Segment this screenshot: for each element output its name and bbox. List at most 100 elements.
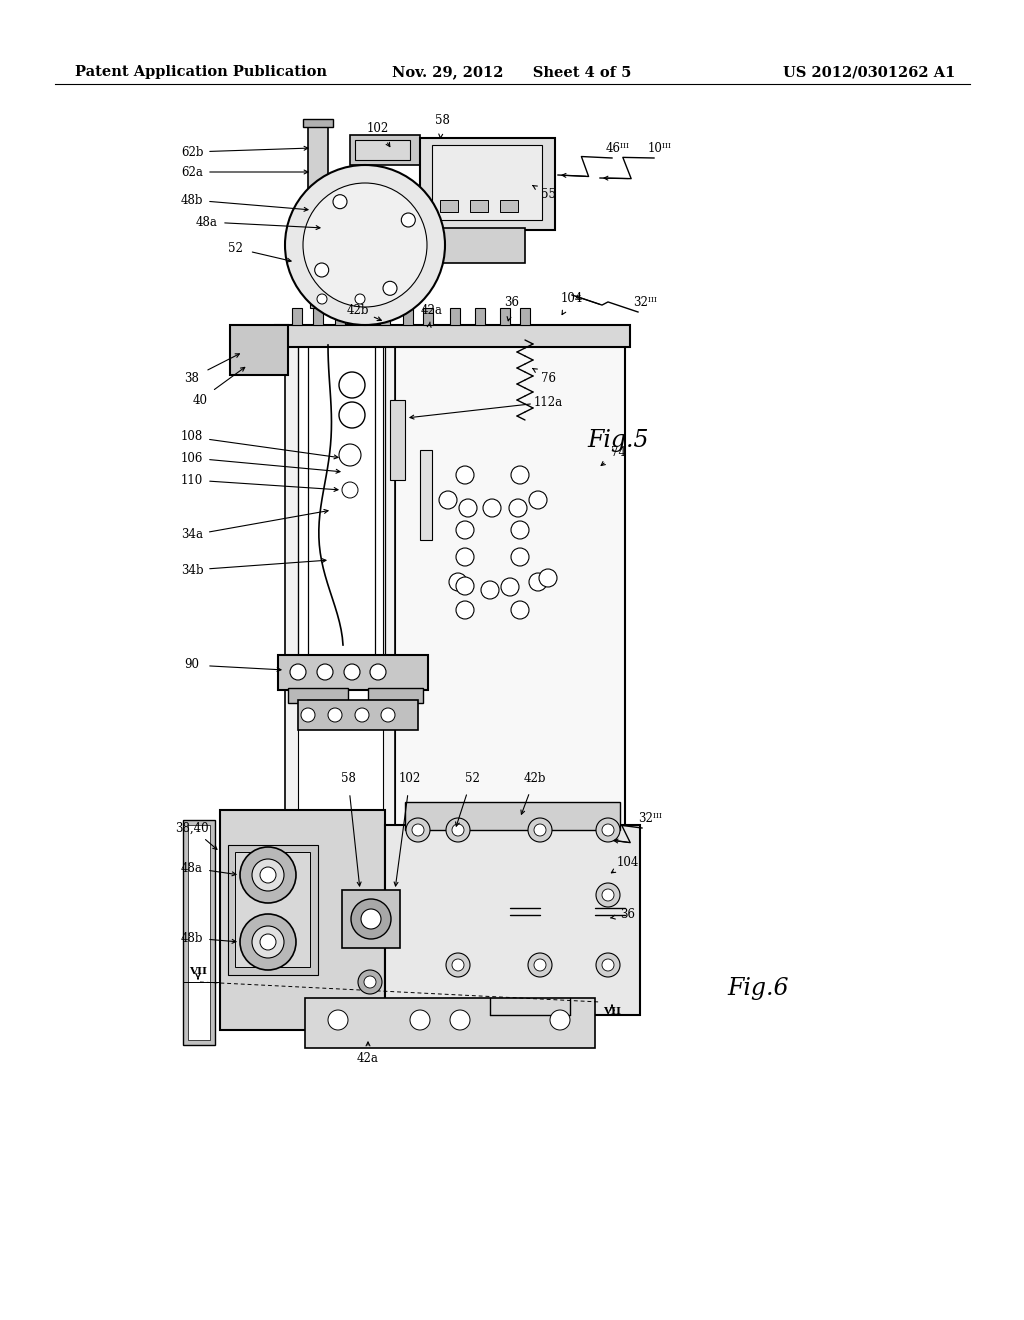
Text: 36: 36 (505, 296, 519, 309)
Circle shape (383, 281, 397, 296)
Circle shape (355, 294, 365, 304)
Bar (432, 145, 542, 220)
Bar (390, 400, 406, 480)
Text: 112a: 112a (534, 396, 562, 408)
Circle shape (602, 888, 614, 902)
Circle shape (511, 548, 529, 566)
Bar (450, 308, 460, 325)
Bar (230, 325, 288, 375)
Bar (298, 343, 383, 828)
Text: 38: 38 (184, 371, 200, 384)
Circle shape (539, 569, 557, 587)
Circle shape (317, 294, 327, 304)
Circle shape (596, 883, 620, 907)
Circle shape (351, 899, 391, 939)
Circle shape (452, 960, 464, 972)
Bar (423, 308, 433, 325)
Circle shape (342, 482, 358, 498)
Text: 32ᴵᴵᴵ: 32ᴵᴵᴵ (638, 812, 662, 825)
Circle shape (290, 664, 306, 680)
Text: 62a: 62a (181, 165, 203, 178)
Bar (220, 810, 385, 1030)
Circle shape (550, 1010, 570, 1030)
Bar (440, 201, 458, 213)
Bar (500, 308, 510, 325)
Bar (500, 201, 518, 213)
Bar (420, 450, 432, 540)
Bar (303, 119, 333, 127)
Bar (275, 325, 630, 347)
Circle shape (481, 581, 499, 599)
Text: 90: 90 (184, 659, 200, 672)
Bar (350, 228, 525, 263)
Text: 104: 104 (561, 292, 584, 305)
Text: 76: 76 (541, 371, 555, 384)
Circle shape (446, 818, 470, 842)
Bar (470, 201, 488, 213)
Text: 42b: 42b (523, 771, 546, 784)
Bar (368, 688, 423, 704)
Text: 58: 58 (434, 114, 450, 127)
Circle shape (529, 573, 547, 591)
Circle shape (364, 975, 376, 987)
Text: 102: 102 (367, 121, 389, 135)
Circle shape (509, 499, 527, 517)
Bar (292, 308, 302, 325)
Text: 46ᴵᴵᴵ: 46ᴵᴵᴵ (606, 141, 630, 154)
Bar (380, 308, 390, 325)
Text: 32ᴵᴵᴵ: 32ᴵᴵᴵ (633, 296, 657, 309)
Bar (278, 655, 428, 690)
Text: 48a: 48a (196, 215, 218, 228)
Bar (475, 308, 485, 325)
Circle shape (412, 824, 424, 836)
Bar (355, 140, 410, 160)
Bar (403, 308, 413, 325)
Bar (285, 341, 395, 830)
Circle shape (358, 970, 382, 994)
Text: VII: VII (189, 968, 207, 977)
Text: 104: 104 (616, 855, 639, 869)
Text: 52: 52 (465, 771, 479, 784)
Circle shape (355, 708, 369, 722)
Bar (385, 825, 640, 1015)
Text: Fig.6: Fig.6 (727, 977, 788, 999)
Circle shape (317, 664, 333, 680)
Circle shape (483, 499, 501, 517)
Circle shape (456, 601, 474, 619)
Circle shape (401, 213, 416, 227)
Circle shape (285, 165, 445, 325)
Circle shape (333, 194, 347, 209)
Circle shape (301, 708, 315, 722)
Text: 10ᴵᴵᴵ: 10ᴵᴵᴵ (648, 141, 672, 154)
Circle shape (534, 824, 546, 836)
Circle shape (456, 548, 474, 566)
Circle shape (511, 601, 529, 619)
Text: 42a: 42a (357, 1052, 379, 1064)
Circle shape (602, 960, 614, 972)
Bar (313, 308, 323, 325)
Text: 110: 110 (181, 474, 203, 487)
Circle shape (240, 913, 296, 970)
Text: VII: VII (603, 1007, 621, 1016)
Text: 55: 55 (541, 189, 555, 202)
Text: 48a: 48a (181, 862, 203, 874)
Circle shape (602, 824, 614, 836)
Circle shape (511, 466, 529, 484)
Circle shape (596, 818, 620, 842)
Circle shape (339, 444, 361, 466)
Circle shape (596, 953, 620, 977)
Text: 40: 40 (193, 393, 208, 407)
Circle shape (534, 960, 546, 972)
Bar (288, 688, 348, 704)
Bar (183, 820, 215, 1045)
Circle shape (361, 909, 381, 929)
Text: 38,40: 38,40 (175, 821, 209, 834)
Bar (305, 998, 595, 1048)
Bar (308, 125, 328, 255)
Text: 48b: 48b (181, 194, 203, 206)
Circle shape (449, 573, 467, 591)
Text: 34b: 34b (180, 564, 204, 577)
Text: 34a: 34a (181, 528, 203, 541)
Bar (350, 135, 420, 165)
Bar (234, 851, 310, 968)
